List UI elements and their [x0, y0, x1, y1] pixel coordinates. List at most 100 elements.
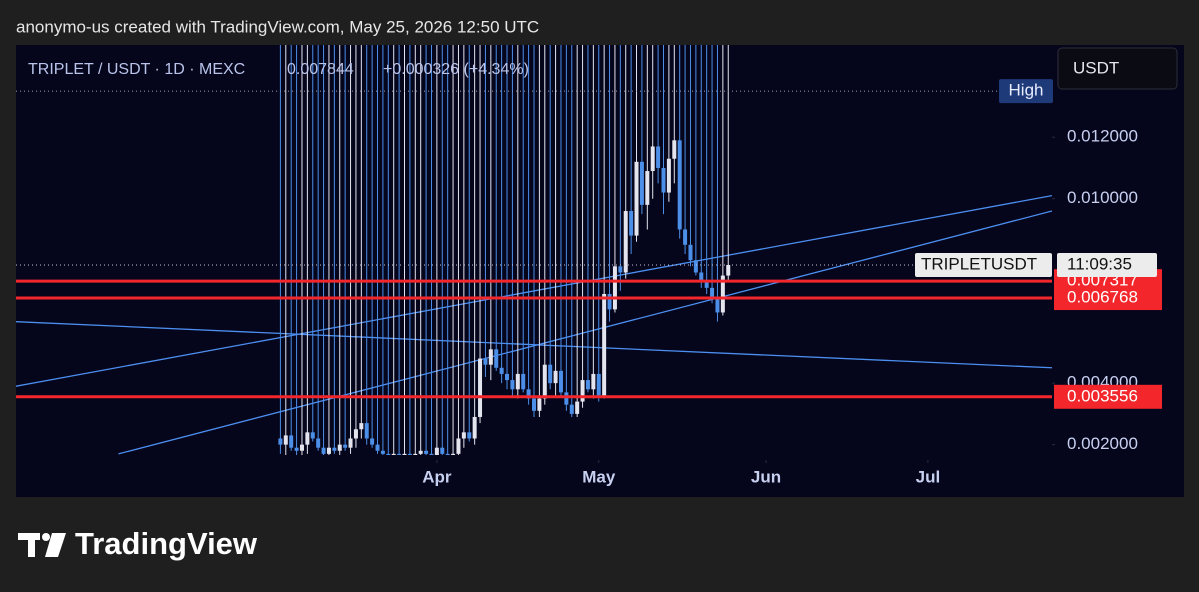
candle-body: [375, 444, 380, 451]
candle-body: [494, 349, 499, 368]
currency-label[interactable]: USDT: [1073, 58, 1119, 77]
candle-body: [397, 453, 402, 455]
candle-body: [370, 438, 375, 445]
change: +0.000326 (+4.34%): [383, 61, 529, 78]
candle-body: [343, 444, 348, 448]
candle-body: [402, 453, 407, 455]
candle-body: [591, 373, 596, 390]
candle-body: [488, 349, 493, 365]
y-tick-label: 0.012000: [1067, 127, 1138, 146]
x-tick-label: Jul: [916, 467, 941, 486]
candle-body: [359, 423, 364, 430]
candle-body: [445, 453, 450, 455]
candle-body: [672, 140, 677, 159]
candle-body: [391, 453, 396, 455]
brand-logo: [18, 533, 66, 557]
candle-body: [645, 171, 650, 205]
candle-body: [537, 398, 542, 411]
candle-body: [440, 447, 445, 454]
level-label: 0.006768: [1067, 288, 1138, 307]
candle-body: [526, 389, 531, 399]
candle-body: [656, 146, 661, 168]
symbol: TRIPLET / USDT · 1D · MEXC: [28, 61, 245, 78]
candle-body: [294, 447, 299, 451]
candle-body: [580, 380, 585, 402]
candle-body: [353, 429, 358, 439]
level-label-box: [1054, 286, 1162, 311]
plot-area: [16, 45, 1052, 455]
candle-body: [677, 140, 682, 230]
candle-body: [451, 453, 456, 455]
currency-button[interactable]: [1057, 47, 1178, 90]
candle-body: [364, 423, 369, 439]
candle-body: [310, 432, 315, 439]
candle-body: [321, 447, 326, 454]
candle-body: [472, 416, 477, 439]
level-label: 0.003556: [1067, 386, 1138, 405]
candle-body: [337, 444, 342, 451]
countdown-box: [1057, 252, 1157, 277]
brand: TradingView: [75, 526, 258, 561]
candle-body: [424, 450, 429, 454]
candle-body: [575, 401, 580, 414]
candle-body: [585, 380, 590, 390]
level-label-box: [1054, 384, 1162, 409]
credit: anonymo-us created with TradingView.com,…: [16, 17, 539, 36]
candle-body: [602, 294, 607, 396]
candle-body: [499, 367, 504, 374]
candle-body: [542, 364, 547, 399]
candle-body: [478, 358, 483, 417]
candle-body: [607, 294, 612, 310]
candle-body: [348, 438, 353, 448]
x-tick-label: Jun: [751, 467, 781, 486]
candle-body: [704, 281, 709, 288]
candle-body: [289, 435, 294, 448]
candle-body: [553, 370, 558, 384]
candle-body: [548, 364, 553, 384]
trendline: [118, 210, 1052, 455]
candle-body: [510, 380, 515, 390]
candle-body: [569, 404, 574, 414]
candle-body: [720, 275, 725, 313]
candle-body: [715, 297, 720, 313]
candle-body: [456, 438, 461, 454]
candle-body: [683, 229, 688, 245]
candle-body: [521, 373, 526, 390]
candle-body: [407, 453, 412, 455]
y-tick-label: 0.002000: [1067, 434, 1138, 453]
candle-body: [650, 146, 655, 172]
candle-body: [634, 161, 639, 236]
candle-body: [612, 266, 617, 310]
candle-body: [386, 453, 391, 455]
candle-body: [316, 438, 321, 448]
symbol-tag: TRIPLETUSDT: [921, 254, 1037, 273]
candle-body: [688, 244, 693, 261]
candle-body: [564, 392, 569, 405]
x-tick-label: May: [582, 467, 616, 486]
candle-body: [618, 266, 623, 273]
candle-body: [461, 432, 466, 439]
candle-body: [505, 373, 510, 381]
price: 0.007844: [287, 61, 354, 78]
countdown: 11:09:35: [1067, 254, 1132, 273]
candle-body: [326, 447, 331, 454]
candle-body: [380, 450, 385, 454]
candle-body: [467, 432, 472, 439]
candle-body: [639, 161, 644, 205]
x-tick-label: Apr: [422, 467, 452, 486]
candle-body: [332, 447, 337, 451]
candle-body: [699, 272, 704, 282]
candle-body: [515, 373, 520, 390]
candle-body: [434, 447, 439, 455]
candle-body: [661, 167, 666, 193]
candle-body: [726, 264, 731, 276]
candle-body: [623, 211, 628, 273]
symbol-box: [915, 252, 1052, 277]
candle-body: [596, 373, 601, 396]
high-box: [999, 79, 1053, 104]
y-tick-label: 0.010000: [1067, 188, 1138, 207]
candle-body: [278, 438, 283, 445]
candle-body: [666, 158, 671, 193]
